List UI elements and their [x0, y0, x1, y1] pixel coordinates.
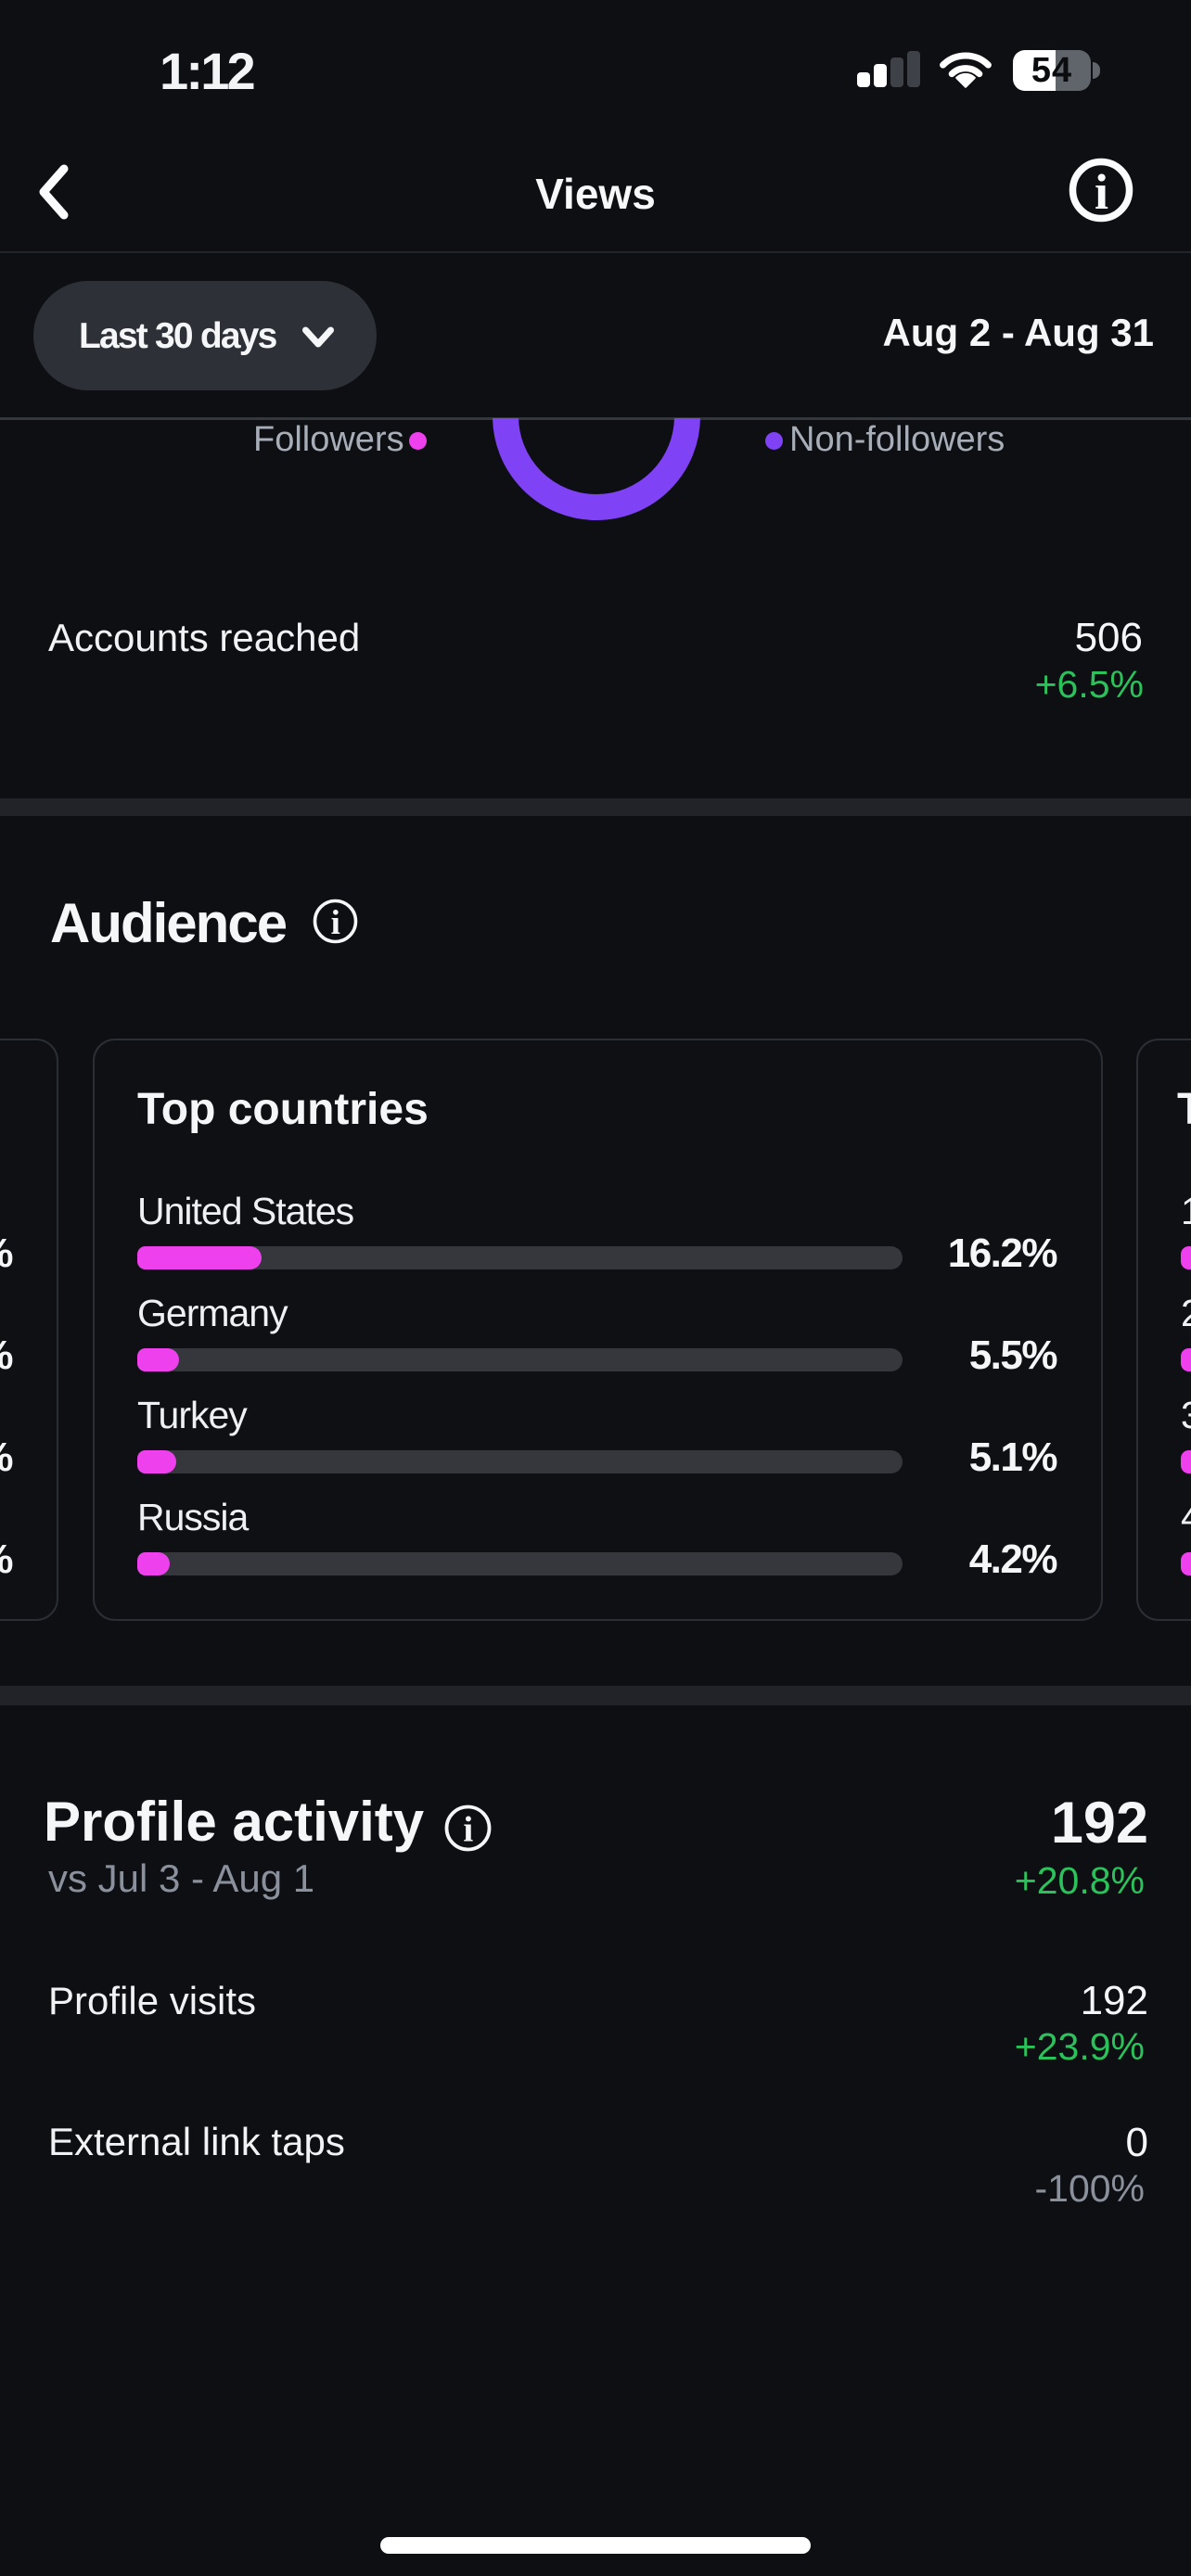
svg-text:i: i — [463, 1810, 473, 1850]
svg-text:i: i — [331, 904, 340, 942]
svg-text:i: i — [1095, 164, 1108, 220]
